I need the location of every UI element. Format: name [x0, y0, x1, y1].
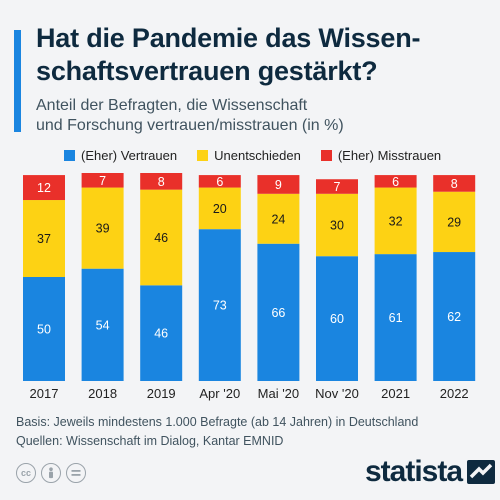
legend-item-unentschieden: Unentschieden — [197, 148, 301, 163]
accent-bar — [14, 30, 21, 132]
subtitle-line-1: Anteil der Befragten, die Wissenschaft — [36, 97, 308, 114]
x-tick-label: 2019 — [147, 386, 176, 401]
bar-segment — [198, 187, 241, 230]
bar-segment — [140, 189, 183, 286]
data-label: 9 — [275, 178, 282, 192]
nd-icon[interactable] — [66, 463, 86, 483]
statista-logo[interactable]: statista — [365, 455, 496, 489]
data-label: 12 — [37, 181, 51, 195]
bar-segment — [81, 268, 124, 381]
data-label: 29 — [447, 215, 461, 229]
bar-segment — [23, 277, 65, 381]
legend: (Eher) Vertrauen Unentschieden (Eher) Mi… — [64, 147, 461, 163]
data-label: 62 — [447, 310, 461, 324]
license-icons: cc — [16, 463, 91, 483]
data-label: 8 — [158, 175, 165, 189]
data-label: 6 — [392, 175, 399, 189]
legend-swatch-unentschieden — [197, 149, 209, 161]
bar-segment — [316, 256, 358, 381]
x-tick-label: Apr '20 — [199, 386, 240, 401]
data-label: 60 — [330, 312, 344, 326]
x-tick-label: 2017 — [30, 386, 59, 401]
bar-segment — [140, 285, 183, 381]
x-tick-label: Mai '20 — [258, 386, 300, 401]
bar-segment — [374, 254, 417, 381]
legend-swatch-misstrauen — [320, 149, 332, 161]
data-label: 73 — [213, 299, 227, 313]
data-label: 24 — [271, 212, 285, 226]
data-label: 46 — [154, 231, 168, 245]
bar-segment — [257, 193, 300, 244]
data-label: 46 — [154, 327, 168, 341]
bar-segment — [433, 191, 476, 253]
legend-swatch-vertrauen — [64, 149, 75, 161]
footer-basis: Basis: Jeweils mindestens 1.000 Befragte… — [16, 415, 419, 429]
bar-segment — [23, 200, 65, 277]
bar-segment — [316, 179, 358, 194]
cc-icon[interactable]: cc — [16, 463, 36, 483]
x-tick-label: 2018 — [88, 386, 117, 401]
data-label: 6 — [216, 175, 223, 189]
statista-mark-icon — [467, 460, 496, 484]
bar-segment — [198, 175, 241, 188]
chart-subtitle: Anteil der Befragten, die Wissenschaft u… — [36, 96, 476, 136]
bar-segment — [433, 252, 476, 381]
footer-sources: Quellen: Wissenschaft im Dialog, Kantar … — [16, 434, 284, 448]
legend-item-misstrauen: (Eher) Misstrauen — [320, 147, 442, 163]
subtitle-line-2: und Forschung vertrauen/misstrauen (in %… — [36, 117, 344, 134]
bar-segment — [374, 187, 417, 255]
bar-segment — [140, 173, 183, 190]
legend-label-unentschieden: Unentschieden — [214, 147, 301, 163]
bar-segment — [433, 175, 476, 192]
x-tick-label: 2022 — [440, 386, 469, 401]
data-label: 54 — [96, 318, 110, 332]
stacked-bar-chart: 50 37 12 2017 54 39 7 2018 46 46 8 2019 73 20 6 Apr '20… — [23, 173, 476, 401]
data-label: 66 — [271, 306, 285, 320]
data-label: 30 — [330, 219, 344, 233]
legend-label-vertrauen: (Eher) Vertrauen — [81, 147, 178, 163]
bar-segment — [198, 229, 241, 381]
data-label: 7 — [334, 180, 341, 194]
bar-segment — [257, 175, 300, 194]
data-label: 7 — [99, 174, 106, 188]
bar-segment — [23, 175, 65, 201]
logo-text: statista — [365, 455, 463, 488]
bar-segment — [81, 173, 124, 188]
by-icon[interactable] — [41, 463, 61, 483]
bar-segment — [316, 193, 358, 257]
bar-segment — [374, 175, 417, 188]
chart-title: Hat die Pandemie das Wissen-schaftsvertr… — [36, 23, 421, 86]
data-label: 20 — [213, 202, 227, 216]
legend-item-vertrauen: (Eher) Vertrauen — [64, 148, 177, 163]
legend-label-misstrauen: (Eher) Misstrauen — [337, 147, 442, 163]
data-label: 37 — [37, 232, 51, 246]
x-tick-label: Nov '20 — [315, 386, 359, 401]
data-label: 8 — [451, 177, 458, 191]
data-label: 50 — [37, 323, 51, 337]
bar-segment — [257, 243, 300, 381]
bar-segment — [81, 187, 124, 269]
data-label: 32 — [389, 214, 403, 228]
x-tick-label: 2021 — [381, 386, 410, 401]
data-label: 39 — [96, 222, 110, 236]
footer: Basis: Jeweils mindestens 1.000 Befragte… — [16, 413, 486, 451]
data-label: 61 — [389, 311, 403, 325]
